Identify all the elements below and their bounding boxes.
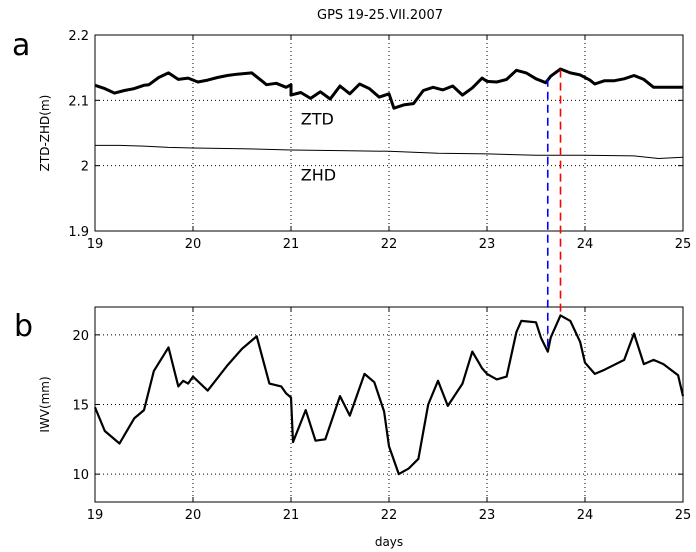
series-line-zhd [95, 144, 684, 159]
x-tick-label: 23 [479, 237, 496, 252]
x-tick-label: 24 [577, 237, 594, 252]
panel-a: 19 20 21 22 23 24 25 1.9 2 2.1 2.2 ZTD-ZHD(m) a ZTD ZH… [12, 28, 691, 252]
y-tick-label: 2.2 [68, 29, 89, 44]
y-tick-label: 10 [72, 468, 89, 483]
figure-title: GPS 19-25.VII.2007 [317, 8, 443, 23]
panel-label: a [12, 28, 30, 63]
y-tick-label: 15 [72, 399, 89, 414]
x-tick-label: 21 [283, 508, 300, 523]
x-tick-label: 19 [87, 237, 104, 252]
panel-b: 19 20 21 22 23 24 25 10 15 20 IWV(mm) days b [14, 306, 692, 549]
x-tick-label: 20 [185, 508, 202, 523]
y-axis-label: IWV(mm) [38, 376, 52, 432]
x-tick-label: 23 [479, 508, 496, 523]
x-tick-label: 20 [185, 237, 202, 252]
x-tick-label: 19 [87, 508, 104, 523]
y-tick-label: 20 [72, 329, 89, 344]
event-markers [546, 69, 562, 352]
x-tick-label: 21 [283, 237, 300, 252]
series-line-iwv [93, 314, 685, 476]
x-tick-label: 24 [577, 508, 594, 523]
x-tick-label: 22 [381, 508, 398, 523]
y-tick-label: 1.9 [68, 225, 89, 240]
x-tick-label: 25 [675, 237, 692, 252]
plot-frame [94, 34, 684, 232]
y-tick-label: 2.1 [68, 94, 89, 109]
y-axis-label: ZTD-ZHD(m) [38, 95, 52, 172]
x-tick-label: 22 [381, 237, 398, 252]
x-tick-label: 25 [675, 508, 692, 523]
x-axis-label: days [375, 535, 403, 549]
panel-label: b [14, 309, 33, 344]
series-annotation: ZHD [301, 166, 336, 185]
plot-frame [94, 306, 684, 503]
series-annotation: ZTD [301, 110, 334, 129]
y-tick-label: 2 [81, 160, 89, 175]
series-line-ztd [94, 67, 683, 110]
